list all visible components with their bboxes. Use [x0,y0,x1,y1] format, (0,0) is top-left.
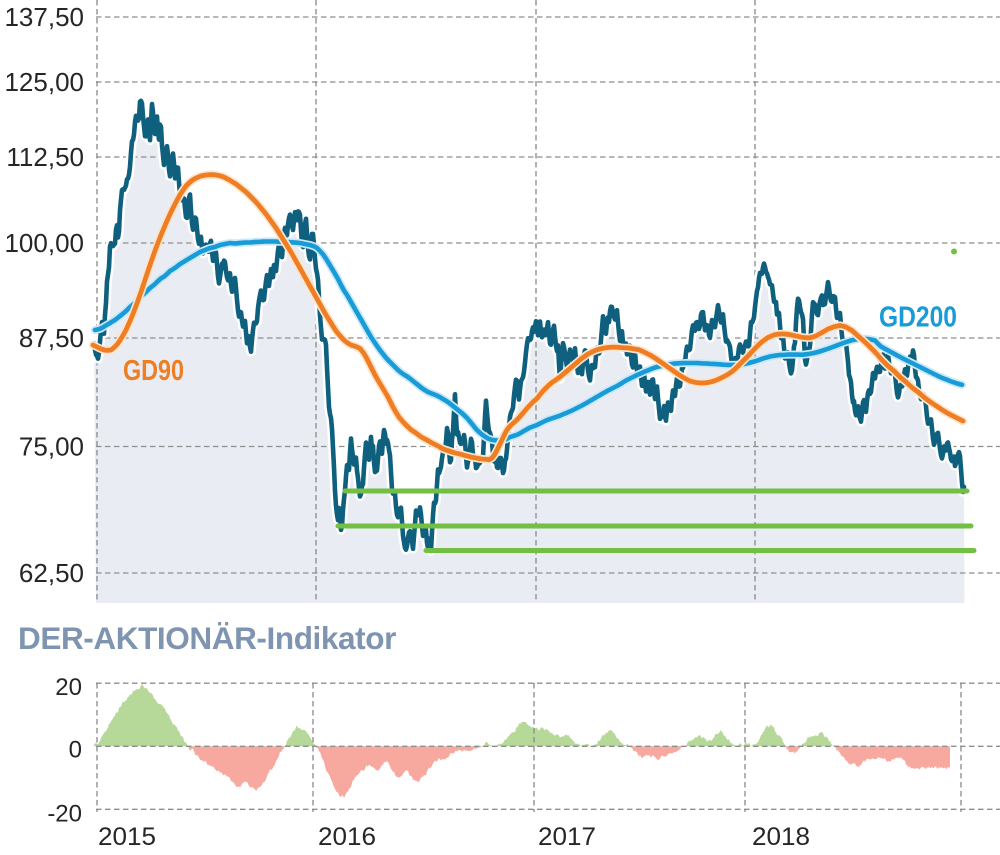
svg-text:100,00: 100,00 [4,228,84,258]
svg-text:20: 20 [55,674,82,701]
svg-text:137,50: 137,50 [4,2,84,32]
svg-text:GD200: GD200 [879,302,957,334]
svg-text:2015: 2015 [98,823,156,851]
svg-text:125,00: 125,00 [4,67,84,97]
svg-text:DER-AKTIONÄR-Indikator: DER-AKTIONÄR-Indikator [18,620,396,656]
svg-text:2017: 2017 [538,823,596,851]
svg-text:0: 0 [69,736,82,763]
svg-text:-20: -20 [47,800,82,827]
svg-text:62,50: 62,50 [19,558,84,588]
svg-text:2018: 2018 [752,823,810,851]
svg-text:87,50: 87,50 [19,323,84,353]
svg-text:2016: 2016 [318,823,376,851]
svg-text:112,50: 112,50 [6,142,84,172]
svg-text:75,00: 75,00 [19,432,84,462]
svg-text:GD90: GD90 [123,355,184,387]
